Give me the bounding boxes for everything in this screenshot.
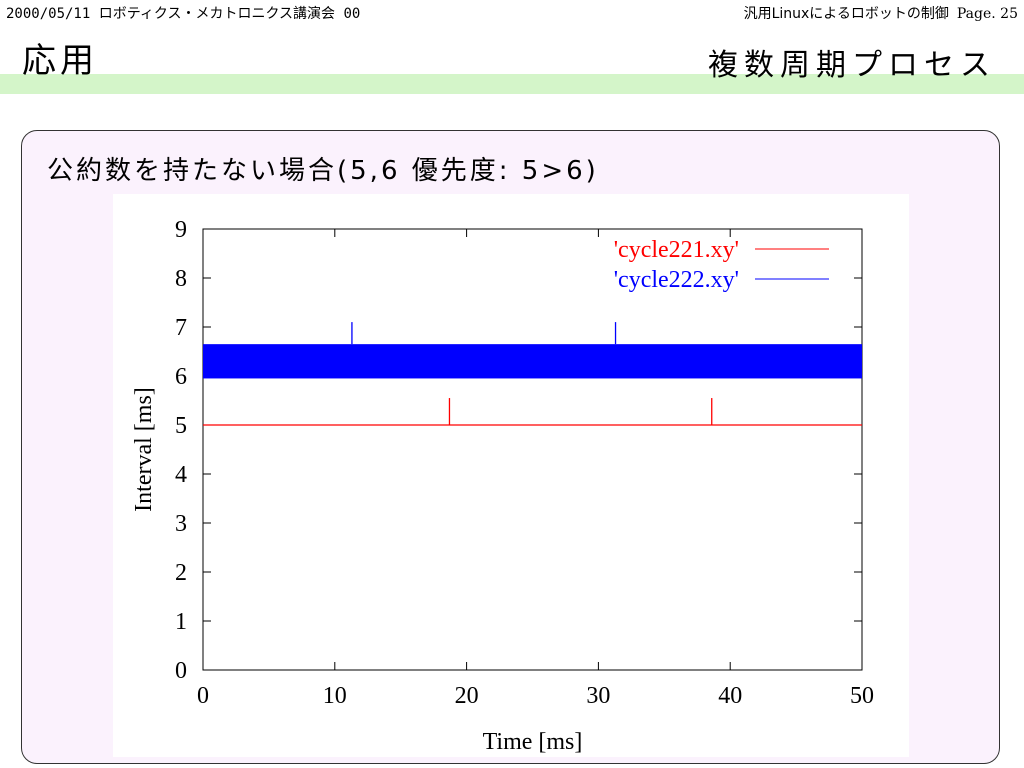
y-tick-label: 0 [175, 658, 187, 684]
chart-area: 0 1 2 3 4 5 6 7 8 9 0 10 20 30 40 50 Time [ms] Interval [… [113, 194, 909, 757]
y-tick-label: 1 [175, 609, 187, 635]
title-band [0, 74, 1024, 94]
x-tick-label: 0 [197, 683, 209, 709]
page-number: Page. 25 [956, 6, 1018, 22]
x-tick-label: 10 [323, 683, 347, 709]
interval-chart: 0 1 2 3 4 5 6 7 8 9 0 10 20 30 40 50 Time [ms] Interval [… [131, 217, 874, 755]
y-tick-label: 6 [175, 364, 187, 390]
y-tick-label: 3 [175, 511, 187, 537]
y-tick-label: 5 [175, 413, 187, 439]
x-axis-label: Time [ms] [483, 729, 583, 755]
y-axis-label: Interval [ms] [131, 387, 157, 512]
y-tick-label: 4 [175, 462, 187, 488]
slide-subtitle: 公約数を持たない場合(5,6 優先度: 5>6) [47, 156, 599, 186]
header-date-event: 2000/05/11 ロボティクス・メカトロニクス講演会 00 [6, 6, 361, 22]
header-right: 汎用Linuxによるロボットの制御 Page. 25 [744, 3, 1018, 23]
y-tick-label: 2 [175, 560, 187, 586]
plot-frame [202, 228, 863, 671]
x-tick-label: 20 [455, 683, 479, 709]
x-tick-label: 40 [718, 683, 742, 709]
header-talk-title: 汎用Linuxによるロボットの制御 [743, 6, 949, 22]
x-tick-label: 30 [586, 683, 610, 709]
y-tick-label: 7 [175, 315, 187, 341]
slide-title: 複数周期プロセス [708, 48, 996, 83]
x-tick-label: 50 [850, 683, 874, 709]
y-tick-label: 8 [175, 266, 187, 292]
legend-label-2: 'cycle222.xy' [614, 267, 739, 293]
legend-label-1: 'cycle221.xy' [614, 237, 739, 263]
y-tick-label: 9 [175, 217, 187, 243]
section-title: 応用 [22, 41, 98, 81]
